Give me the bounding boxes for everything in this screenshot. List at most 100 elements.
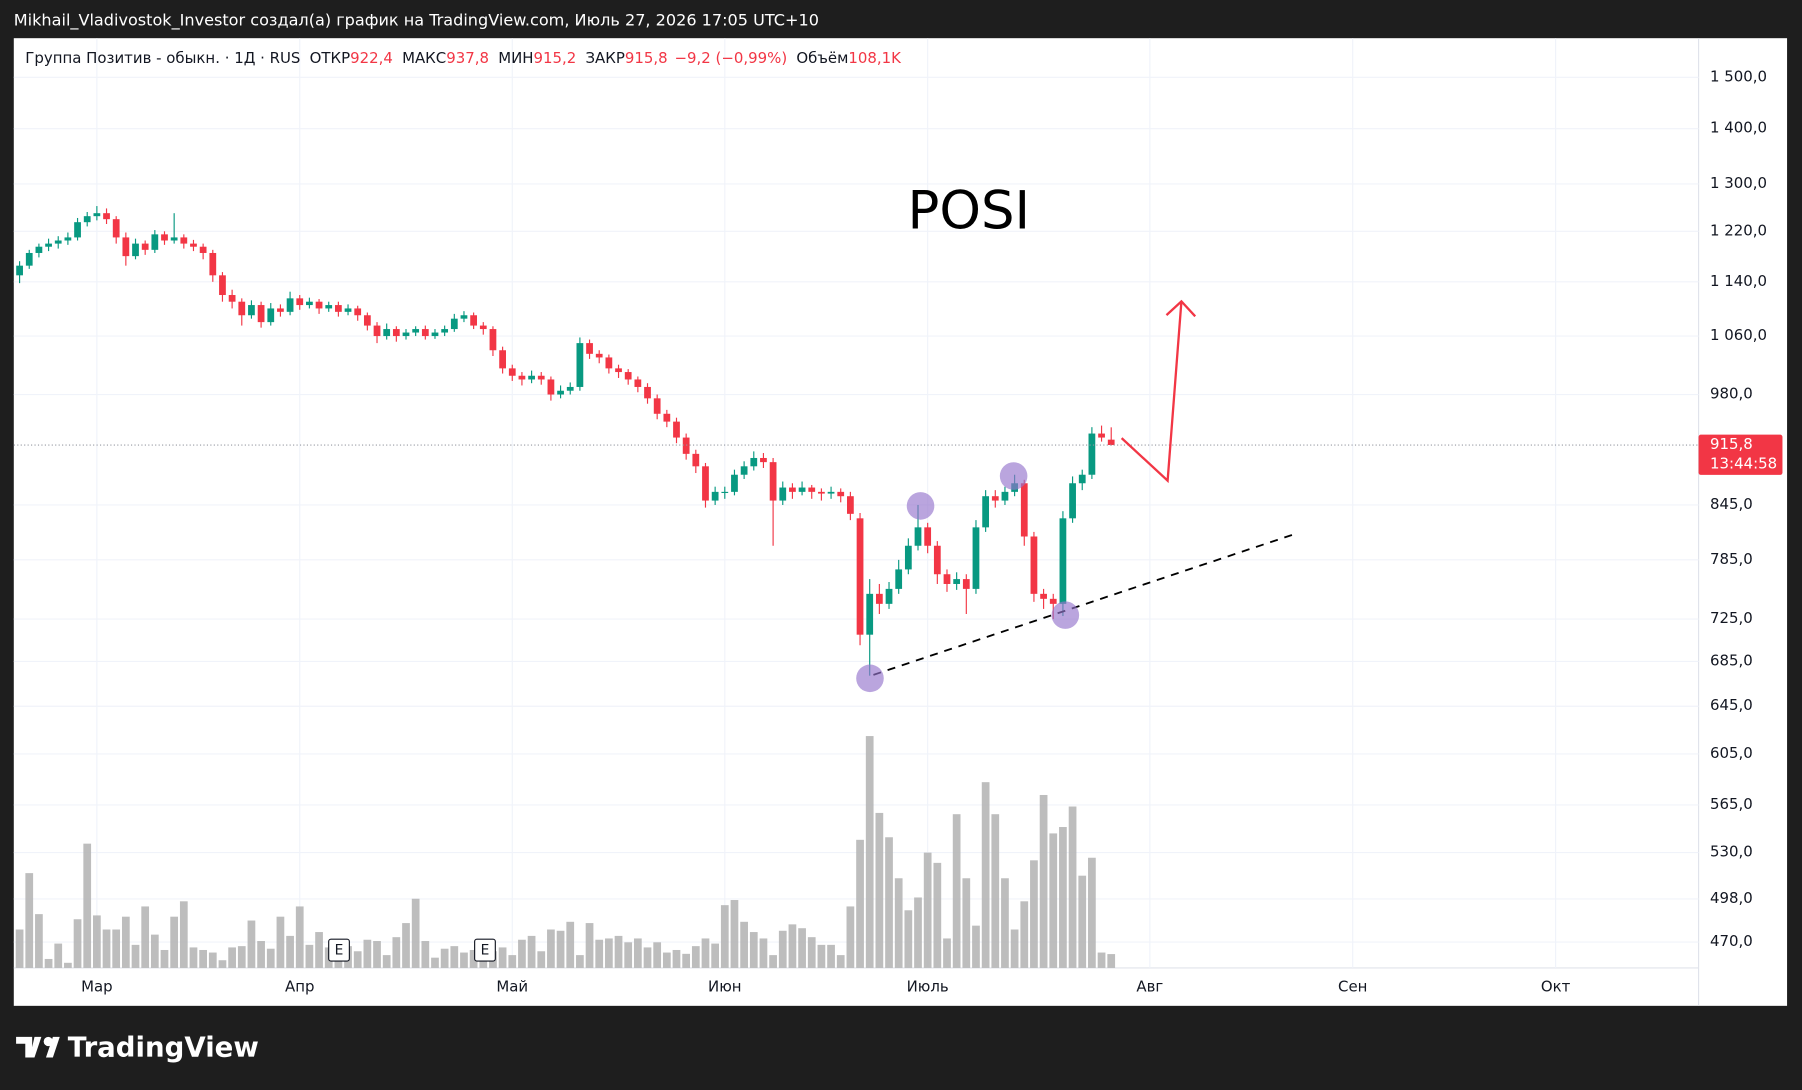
y-tick-label: 605,0 <box>1710 744 1753 762</box>
volume-bar <box>237 946 246 968</box>
volume-bar <box>672 949 681 968</box>
candle-body <box>798 487 806 492</box>
legend: Группа Позитив - обыкн. · 1Д · RUS ОТКР92… <box>25 49 902 67</box>
candle-body <box>354 308 362 316</box>
y-tick-label: 1 060,0 <box>1710 326 1767 344</box>
volume-bar <box>701 938 710 968</box>
highlight-circle <box>999 462 1028 490</box>
candle-body <box>508 368 516 376</box>
x-tick-label: Июн <box>708 977 742 995</box>
volume-bar <box>914 897 922 968</box>
candle-body <box>479 325 487 330</box>
candle-body <box>238 301 246 316</box>
logo-mark <box>16 1036 42 1058</box>
candle-body <box>190 243 197 247</box>
y-tick-label: 785,0 <box>1710 550 1753 568</box>
candle-body <box>576 343 584 387</box>
volume-bar <box>788 924 797 968</box>
candle-body <box>605 357 613 369</box>
volume-bar <box>199 949 207 968</box>
volume-bar <box>827 944 835 968</box>
candle-body <box>991 496 999 501</box>
volume-bar <box>266 948 275 968</box>
forecast-arrow <box>1120 301 1183 484</box>
volume-pane <box>15 736 1116 968</box>
candle-body <box>924 527 932 546</box>
legend-field-value: 937,8 <box>446 49 489 67</box>
candle-body <box>460 315 468 319</box>
volume-bar <box>633 938 642 968</box>
volume-bar <box>25 873 34 968</box>
volume-bar <box>653 942 662 968</box>
volume-bar <box>894 878 903 968</box>
volume-bar <box>1001 878 1009 968</box>
legend-symbol: Группа Позитив - обыкн. · 1Д · RUS <box>25 49 300 67</box>
candle-body <box>847 496 854 514</box>
candle-body <box>170 237 178 241</box>
volume-bar <box>981 782 990 968</box>
candle-body <box>141 243 149 250</box>
volume-bar <box>547 929 555 968</box>
volume-bar <box>972 925 980 968</box>
candles <box>16 206 1115 676</box>
volume-bar <box>720 905 729 968</box>
highlight-circle <box>906 492 935 520</box>
candle-body <box>412 329 420 333</box>
volume-bar <box>730 900 739 968</box>
candle-body <box>54 240 62 244</box>
candle-body <box>1040 593 1047 599</box>
candle-body <box>383 329 391 337</box>
candle-body <box>421 329 429 337</box>
candle-body <box>933 545 941 575</box>
candle-body <box>702 466 709 501</box>
y-tick-label: 470,0 <box>1710 932 1753 950</box>
volume-bar <box>112 929 121 968</box>
candle-body <box>267 308 275 323</box>
candle-body <box>450 318 458 330</box>
candle-body <box>914 527 922 546</box>
candle-body <box>1107 439 1115 446</box>
candle-body <box>731 474 738 492</box>
volume-bar <box>440 948 449 968</box>
candle-body <box>518 375 526 380</box>
candle-body <box>470 315 478 326</box>
candle-body <box>45 243 52 247</box>
candle-body <box>943 574 951 584</box>
candle-body <box>1078 474 1086 484</box>
volume-bar <box>276 916 285 968</box>
volume-bar <box>952 814 961 968</box>
candle-body <box>296 298 304 306</box>
earnings-marker-box <box>328 938 350 962</box>
candle-body <box>779 487 787 501</box>
candle-body <box>1069 483 1076 519</box>
candle-body <box>904 545 912 570</box>
candle-body <box>1059 518 1067 604</box>
volume-bar <box>1068 806 1077 968</box>
candle-body <box>827 491 835 494</box>
y-tick-label: 565,0 <box>1710 795 1753 813</box>
candle-body <box>1049 598 1057 604</box>
candle-body <box>808 487 816 492</box>
volume-bar <box>991 814 1000 968</box>
arrow-head <box>1165 299 1197 318</box>
y-tick-label: 725,0 <box>1710 609 1753 627</box>
volume-bar <box>1088 857 1096 968</box>
candle-body <box>489 329 497 351</box>
volume-bar <box>93 915 101 968</box>
volume-bar <box>943 938 951 968</box>
y-tick-label: 1 400,0 <box>1710 119 1767 137</box>
highlight-circle <box>1051 601 1080 629</box>
candle-body <box>557 390 564 395</box>
volume-bar <box>624 942 633 968</box>
volume-bar <box>170 916 179 968</box>
candle-body <box>373 325 381 337</box>
x-tick-label: Окт <box>1541 977 1571 995</box>
candle-body <box>953 579 961 584</box>
y-tick-label: 645,0 <box>1710 696 1753 714</box>
candle-body <box>1030 536 1038 594</box>
candle-body <box>209 252 217 276</box>
volume-bar <box>778 930 787 968</box>
candle-body <box>25 252 33 266</box>
volume-bar <box>102 929 111 968</box>
volume-bar <box>286 935 294 968</box>
